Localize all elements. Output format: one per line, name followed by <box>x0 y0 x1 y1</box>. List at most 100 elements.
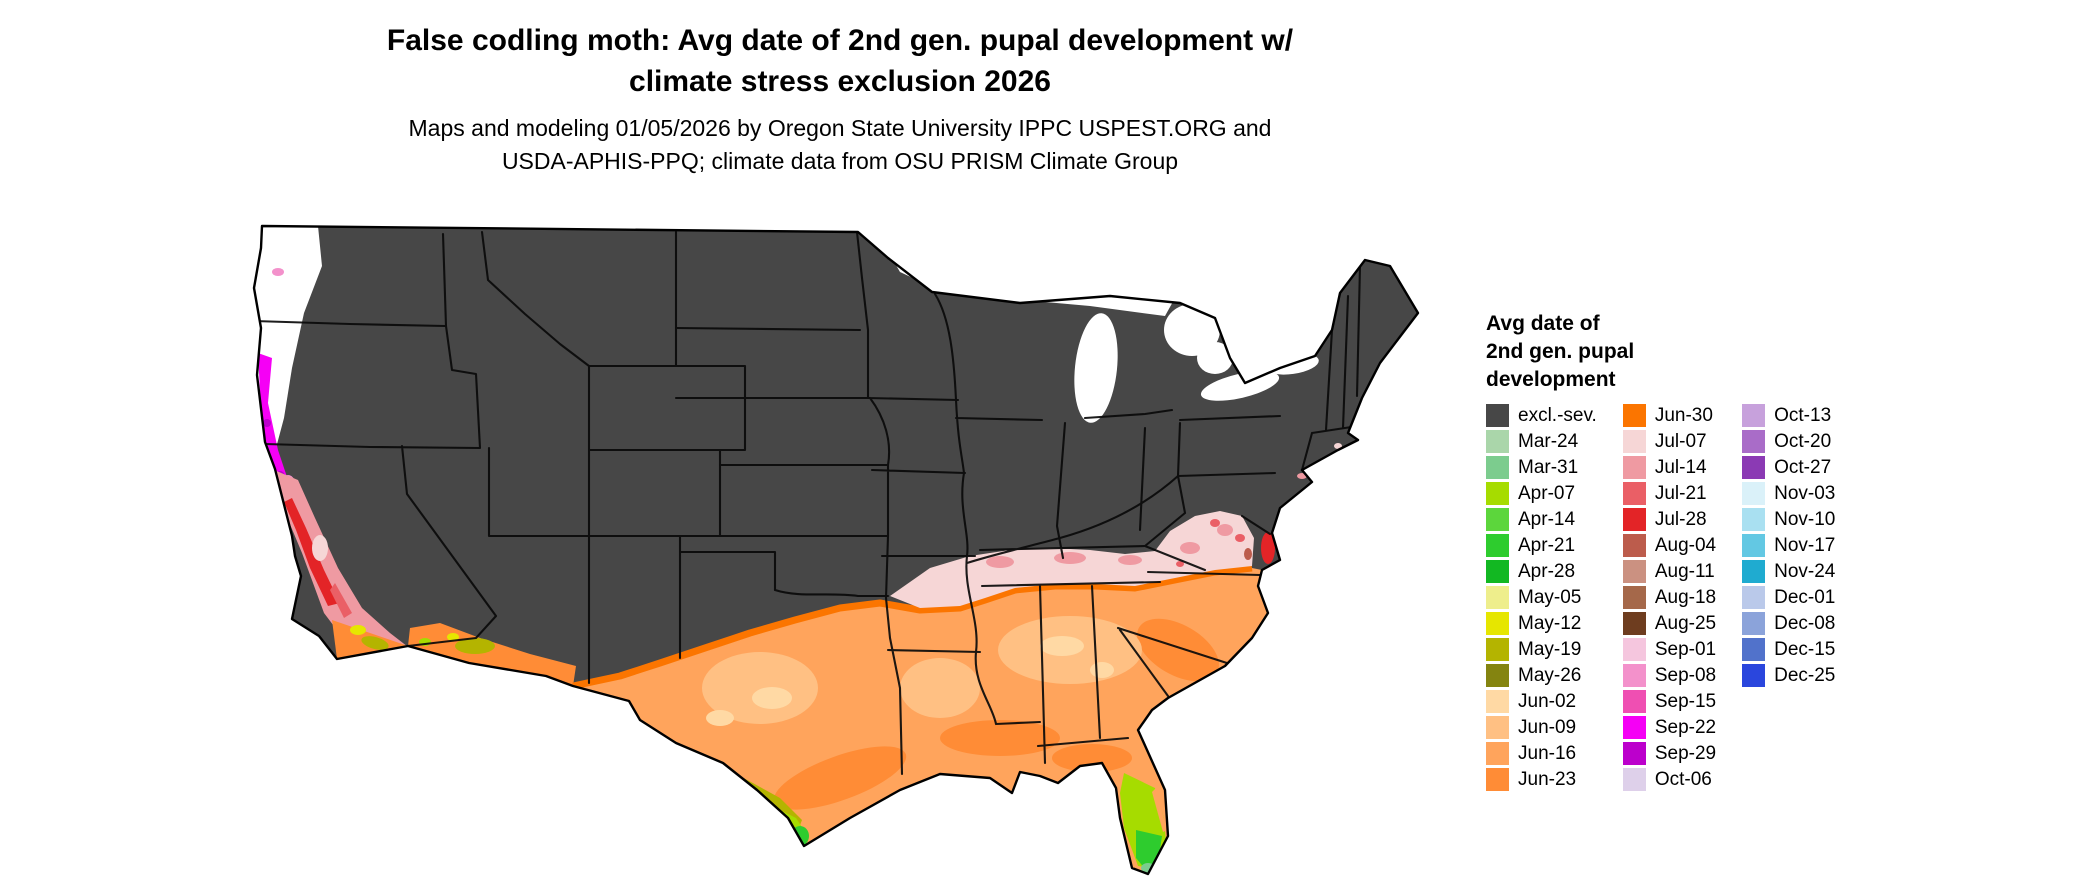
map-regions <box>254 226 1418 874</box>
legend-title-line3: development <box>1486 368 1616 391</box>
legend-label: Aug-18 <box>1654 587 1717 608</box>
legend-entry: Nov-24 <box>1742 560 1835 583</box>
legend-entry: Nov-10 <box>1742 508 1835 531</box>
legend-swatch <box>1742 664 1766 687</box>
legend-label: May-12 <box>1518 613 1582 634</box>
header: False codling moth: Avg date of 2nd gen.… <box>120 20 1560 178</box>
legend-entry: Dec-25 <box>1742 664 1835 687</box>
legend-swatch <box>1486 404 1509 427</box>
legend-swatch <box>1486 768 1509 791</box>
legend-title-line2: 2nd gen. pupal <box>1486 340 1635 363</box>
legend-entry: Aug-25 <box>1622 612 1716 635</box>
page-title-line2: climate stress exclusion 2026 <box>629 65 1051 98</box>
legend-entry: Sep-29 <box>1622 742 1717 765</box>
region-phoenix-olive <box>455 638 495 654</box>
legend-title: Avg date of 2nd gen. pupal development <box>1486 310 2066 394</box>
legend-swatch <box>1486 716 1509 739</box>
legend-entry: Aug-04 <box>1622 534 1716 557</box>
legend-swatch <box>1622 638 1646 661</box>
region-az-yellow <box>447 633 459 641</box>
legend-label: Jul-14 <box>1654 457 1707 478</box>
region-california-band <box>274 470 412 660</box>
legend-entry: Jun-23 <box>1486 768 1597 791</box>
legend-entry: Apr-07 <box>1486 482 1597 505</box>
legend-label: Jun-30 <box>1654 405 1713 426</box>
legend-swatch <box>1622 534 1646 557</box>
state-borders-east <box>1083 264 1362 698</box>
us-map-svg <box>252 224 1420 876</box>
legend-label: Sep-29 <box>1654 743 1717 764</box>
legend-swatch <box>1742 638 1766 661</box>
legend-label: Apr-07 <box>1518 483 1576 504</box>
legend-swatch <box>1486 534 1509 557</box>
legend-label: Oct-27 <box>1774 457 1832 478</box>
legend-entry: Sep-08 <box>1622 664 1717 687</box>
us-outline <box>252 224 1420 876</box>
region-florida-east-orange <box>1152 788 1167 832</box>
legend-label: Dec-01 <box>1774 587 1836 608</box>
legend-label: Mar-24 <box>1518 431 1579 452</box>
legend-label: Jul-21 <box>1654 483 1707 504</box>
legend-label: Nov-03 <box>1774 483 1836 504</box>
legend-entry: Oct-06 <box>1622 768 1716 791</box>
legend-entry: Oct-20 <box>1742 430 1835 453</box>
legend-column-3: Oct-13 Oct-20 Oct-27 Nov-03 Nov-10 Nov-17 Nov-… <box>1742 404 1835 690</box>
legend-entry: Aug-18 <box>1622 586 1717 609</box>
legend-label: Jun-09 <box>1518 717 1577 738</box>
region-delmarva-red <box>1261 532 1275 564</box>
lake-erie <box>1200 371 1280 401</box>
legend-columns: excl.-sev. Mar-24 Mar-31 Apr-07 Apr-14 Apr-21… <box>1486 404 2066 794</box>
page-subtitle-line2: USDA-APHIS-PPQ; climate data from OSU PR… <box>501 148 1179 174</box>
legend-column-1: excl.-sev. Mar-24 Mar-31 Apr-07 Apr-14 Apr-21… <box>1486 404 1597 794</box>
legend-swatch <box>1622 456 1646 479</box>
legend-label: Oct-06 <box>1654 769 1712 790</box>
legend-swatch <box>1622 664 1646 687</box>
legend-entry: Jun-16 <box>1486 742 1597 765</box>
legend-entry: Apr-21 <box>1486 534 1597 557</box>
legend-label: May-26 <box>1518 665 1582 686</box>
legend-label: Mar-31 <box>1518 457 1579 478</box>
legend-swatch <box>1742 404 1766 427</box>
state-borders-river-south <box>933 292 1180 765</box>
legend-swatch <box>1622 482 1646 505</box>
legend-entry: Sep-22 <box>1622 716 1716 739</box>
region-california-red2 <box>330 583 352 618</box>
lake-michigan <box>1074 313 1118 423</box>
legend-entry: Jul-28 <box>1622 508 1716 531</box>
legend-label: Dec-08 <box>1774 613 1836 634</box>
legend-title-line1: Avg date of <box>1486 312 1600 335</box>
region-socal-olive <box>361 636 389 650</box>
page-title: False codling moth: Avg date of 2nd gen.… <box>120 20 1560 102</box>
legend-label: Dec-15 <box>1774 639 1836 660</box>
legend-swatch <box>1622 768 1646 791</box>
legend-swatch <box>1622 508 1646 531</box>
legend-entry: Aug-11 <box>1622 560 1716 583</box>
legend-entry: Apr-14 <box>1486 508 1597 531</box>
legend-entry: May-19 <box>1486 638 1597 661</box>
legend-label: Oct-20 <box>1774 431 1832 452</box>
legend-swatch <box>1486 456 1509 479</box>
legend-swatch <box>1486 430 1509 453</box>
legend-column-2: Jun-30 Jul-07 Jul-14 Jul-21 Jul-28 Aug-04 Aug-… <box>1622 404 1717 794</box>
legend-swatch <box>1622 586 1646 609</box>
state-borders-central <box>674 230 982 776</box>
legend-entry: Apr-28 <box>1486 560 1597 583</box>
legend-swatch <box>1622 690 1646 713</box>
legend-swatch <box>1622 612 1646 635</box>
legend-swatch <box>1486 612 1509 635</box>
legend-label: Sep-08 <box>1654 665 1717 686</box>
legend-entry: Dec-01 <box>1742 586 1835 609</box>
legend-swatch <box>1622 430 1646 453</box>
legend-entry: May-12 <box>1486 612 1597 635</box>
legend-label: Nov-24 <box>1774 561 1836 582</box>
legend-entry: Jun-30 <box>1622 404 1716 427</box>
legend-swatch <box>1486 508 1509 531</box>
legend-label: Jun-02 <box>1518 691 1577 712</box>
lake-huron <box>1164 304 1220 356</box>
legend-entry: Jun-02 <box>1486 690 1597 713</box>
legend-swatch <box>1486 560 1509 583</box>
legend-entry: Oct-27 <box>1742 456 1835 479</box>
legend-swatch <box>1486 690 1509 713</box>
legend-label: Oct-13 <box>1774 405 1832 426</box>
lake-stclair <box>1197 342 1233 374</box>
